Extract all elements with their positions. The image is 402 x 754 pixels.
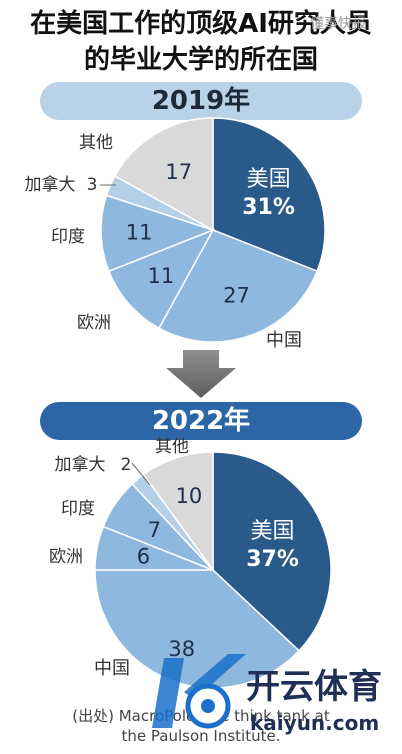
slice-category-label: 欧洲 (77, 313, 111, 333)
chart-title: 在美国工作的顶级AI研究人员 的毕业大学的所在国 (0, 6, 402, 78)
pie-chart-2019: 美国 31% 27 中国 11 欧洲 11 印度 加拿大 3 17 其他 (25, 117, 326, 351)
slice-value-label: 6 (137, 545, 150, 569)
pie-slice-2019-2 (107, 228, 215, 330)
slice-value-label: 2 (121, 455, 132, 475)
logo-subtext: kaiyun.com (250, 711, 379, 735)
pie-slice-2019-5 (113, 117, 214, 232)
slice-category-label: 欧洲 (49, 547, 83, 567)
title-line-1: 在美国工作的顶级AI研究人员 (30, 9, 372, 39)
slice-value-label: 10 (176, 484, 203, 508)
slice-value-label: 38 (168, 637, 195, 661)
slice-category-label: 中国 (94, 658, 130, 679)
slice-category-label: 加拿大 (25, 174, 76, 195)
pie-slice-2022-5 (142, 451, 214, 573)
logo-watermark: 开云体育 kaiyun.com (152, 654, 382, 735)
slice-value-label: 11 (148, 264, 175, 288)
watermark-text: 懂事快报 (310, 16, 366, 32)
slice-category-label: 中国 (266, 330, 302, 351)
year-label-2022: 2022年 (40, 402, 362, 440)
pie-slice-2019-1 (158, 229, 319, 343)
slice-value-label: 31% (242, 195, 295, 220)
pie-slice-2022-0 (212, 451, 332, 652)
down-arrow-icon (166, 350, 236, 398)
pie-chart-2022: 美国 37% 38 中国 6 欧洲 7 印度 加拿大 2 10 其他 (49, 437, 332, 689)
watermark: 懂事快报 (310, 16, 366, 32)
slice-category-label: 印度 (51, 227, 85, 247)
slice-category-label: 其他 (155, 437, 189, 457)
slice-category-label: 美国 (251, 519, 295, 544)
leader-line (131, 462, 151, 486)
logo-text: 开云体育 (246, 667, 382, 707)
year-label-2019: 2019年 (40, 82, 362, 120)
logo-k-icon (152, 654, 246, 729)
slice-value-label: 37% (246, 547, 299, 572)
pie-slice-2019-0 (212, 117, 326, 273)
slice-value-label: 11 (126, 220, 153, 244)
slice-category-label: 美国 (247, 167, 291, 192)
slice-value-label: 27 (223, 283, 250, 307)
slice-category-label: 其他 (79, 133, 113, 153)
slice-category-label: 印度 (61, 499, 95, 519)
slice-value-label: 7 (148, 518, 161, 542)
source-line-2: the Paulson Institute. (121, 727, 281, 745)
slice-value-label: 17 (165, 160, 192, 184)
pie-slice-2019-3 (100, 194, 216, 273)
slice-value-label: 3 (87, 175, 98, 195)
title-line-2: 的毕业大学的所在国 (83, 45, 318, 75)
slice-category-label: 加拿大 (55, 454, 106, 475)
